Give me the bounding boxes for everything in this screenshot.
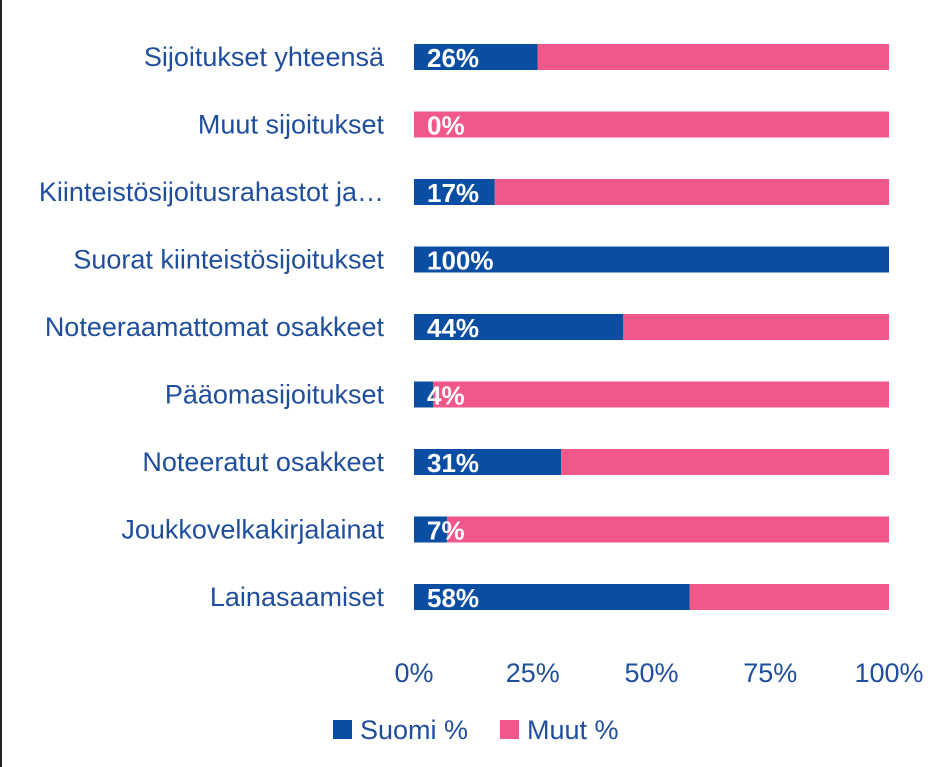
bar-segment-suomi bbox=[414, 44, 538, 70]
bar-segment-muut bbox=[537, 44, 889, 70]
data-label: 58% bbox=[427, 583, 479, 613]
bar-segment-suomi bbox=[414, 516, 448, 543]
data-label: 100% bbox=[427, 246, 494, 276]
data-label: 31% bbox=[427, 448, 479, 478]
category-label: Lainasaamiset bbox=[210, 582, 385, 612]
legend-swatch bbox=[500, 720, 519, 739]
legend-label: Suomi % bbox=[360, 715, 468, 745]
x-tick-label: 25% bbox=[506, 658, 560, 688]
bars-layer: 26% 0% 17% 100% 44% 4% 31% 7% 58% bbox=[414, 43, 889, 613]
bar-segment-suomi bbox=[414, 449, 562, 475]
data-label: 7% bbox=[427, 516, 465, 546]
category-label: Muut sijoitukset bbox=[198, 110, 385, 140]
x-tick-label: 0% bbox=[394, 658, 433, 688]
bar-segment-muut bbox=[689, 584, 889, 610]
bar-segment-muut bbox=[623, 314, 889, 340]
x-tick-label: 75% bbox=[743, 658, 797, 688]
legend-swatch bbox=[333, 720, 352, 739]
category-label: Joukkovelkakirjalainat bbox=[121, 515, 384, 545]
bar-segment-muut bbox=[433, 381, 889, 408]
data-label: 44% bbox=[427, 313, 479, 343]
bar-segment-muut bbox=[561, 449, 889, 475]
bar-segment-muut bbox=[447, 516, 889, 543]
category-label: Pääomasijoitukset bbox=[165, 380, 385, 410]
bar-segment-muut bbox=[414, 111, 889, 138]
x-axis-ticks: 0% 25% 50% 75% 100% bbox=[394, 658, 923, 688]
category-labels: Sijoitukset yhteensä Muut sijoitukset Kiin… bbox=[39, 42, 385, 612]
data-label: 26% bbox=[427, 43, 479, 73]
legend-label: Muut % bbox=[527, 715, 619, 745]
data-label: 17% bbox=[427, 178, 479, 208]
bar-segment-muut bbox=[494, 179, 889, 205]
category-label: Noteeratut osakkeet bbox=[142, 447, 384, 477]
bar-segment-suomi bbox=[414, 314, 623, 340]
x-tick-label: 50% bbox=[624, 658, 678, 688]
data-label: 4% bbox=[427, 381, 465, 411]
category-label: Suorat kiinteistösijoitukset bbox=[73, 245, 384, 275]
category-label: Kiinteistösijoitusrahastot ja… bbox=[39, 177, 384, 207]
bar-segment-suomi bbox=[414, 381, 433, 408]
legend: Suomi % Muut % bbox=[333, 715, 619, 745]
category-label: Sijoitukset yhteensä bbox=[144, 42, 385, 72]
data-label: 0% bbox=[427, 111, 465, 141]
x-tick-label: 100% bbox=[854, 658, 923, 688]
bar-segment-suomi bbox=[414, 584, 690, 610]
category-label: Noteeraamattomat osakkeet bbox=[45, 312, 385, 342]
bar-segment-suomi bbox=[414, 246, 889, 273]
bar-segment-suomi bbox=[414, 179, 495, 205]
